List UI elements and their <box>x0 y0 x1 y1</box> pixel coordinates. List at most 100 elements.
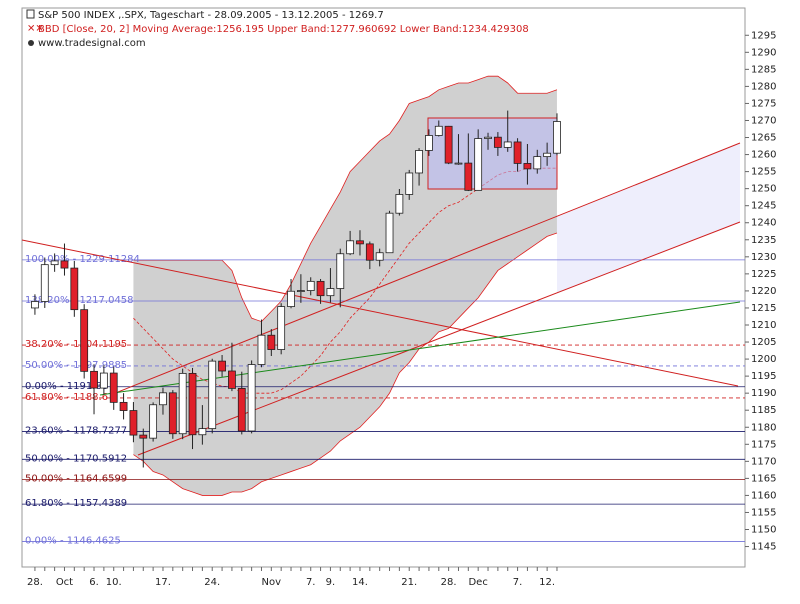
candle-body <box>405 172 414 195</box>
candle-body <box>50 260 59 266</box>
fib-label: 0.00% - 1191.88 <box>25 381 108 392</box>
candle-body <box>356 240 364 245</box>
candle-body <box>277 306 286 350</box>
x-tick-label: 10. <box>106 577 122 588</box>
x-tick-label: Oct <box>56 577 73 588</box>
y-tick-label: 1200 <box>751 354 776 365</box>
candle-body <box>336 253 345 289</box>
y-tick-label: 1290 <box>751 47 776 58</box>
y-tick-label: 1215 <box>751 303 776 314</box>
fib-label: 0.00% - 1146.4625 <box>25 536 121 547</box>
x-tick-label: 12. <box>539 577 555 588</box>
candles-layer <box>31 110 561 468</box>
candle-body <box>493 136 502 148</box>
trend-line <box>99 301 741 396</box>
y-tick-label: 1170 <box>751 456 776 467</box>
x-tick-label: 28. <box>441 577 457 588</box>
candle-body <box>513 141 522 164</box>
candle-body <box>415 150 423 174</box>
source-icon <box>28 40 34 46</box>
candle-body <box>149 404 158 439</box>
x-tick-label: 9. <box>326 577 336 588</box>
y-tick-label: 1150 <box>751 525 776 536</box>
x-tick-label: 7. <box>306 577 316 588</box>
candle-body <box>326 288 335 297</box>
candle-body <box>296 290 305 292</box>
y-tick-label: 1275 <box>751 98 776 109</box>
fib-label: 23.60% - 1178.7277 <box>25 426 127 437</box>
x-tick-label: 17. <box>155 577 171 588</box>
x-tick-label: 14. <box>352 577 368 588</box>
candle-body <box>316 280 325 297</box>
candle-body <box>454 162 463 165</box>
candle-body <box>60 260 69 269</box>
y-tick-label: 1185 <box>751 405 776 416</box>
candle-body <box>139 434 148 439</box>
candle-body <box>80 309 89 372</box>
y-tick-label: 1295 <box>751 30 776 41</box>
y-tick-label: 1220 <box>751 286 776 297</box>
x-tick-label: 21. <box>401 577 417 588</box>
x-tick-label: Dec <box>468 577 487 588</box>
fib-label: 50.00% - 1197.9885 <box>25 360 127 371</box>
y-tick-label: 1205 <box>751 337 776 348</box>
candle-body <box>375 252 384 261</box>
background-layer <box>557 143 740 293</box>
candle-body <box>503 141 512 148</box>
legend-icon <box>26 9 35 19</box>
candle-body <box>257 334 266 365</box>
candle-body <box>188 372 197 436</box>
y-tick-label: 1255 <box>751 167 776 178</box>
candle-body <box>159 392 167 406</box>
fib-label: 38.20% - 1204.1195 <box>25 339 127 350</box>
trend-line <box>21 239 739 387</box>
y-tick-label: 1165 <box>751 473 776 484</box>
chart-subtitle: BBD [Close, 20, 2] Moving Average:1256.1… <box>38 24 529 35</box>
x-tick-label: 28. <box>27 577 43 588</box>
channel-line <box>117 142 741 393</box>
fib-label: 138.20% - 1217.0458 <box>25 295 134 306</box>
candle-body <box>346 240 355 255</box>
candle-body <box>395 194 404 214</box>
lower-band <box>133 232 558 496</box>
legend-icon: ✕✕ <box>27 24 44 35</box>
candle-body <box>533 156 542 170</box>
y-tick-label: 1230 <box>751 252 776 263</box>
candle-body <box>484 136 492 139</box>
axis-layer: 1145 1150 1155 1160 1165 1170 1175 1180 1185 1190… <box>27 30 776 588</box>
fib-label: 50.00% - 1164.6599 <box>25 474 127 485</box>
candle-body <box>474 138 483 191</box>
fib-label: 50.00% - 1170.5912 <box>25 453 127 464</box>
fib-label: 61.80% - 1157.4389 <box>25 498 127 509</box>
y-tick-label: 1210 <box>751 320 776 331</box>
fib-label: 100.00% - 1229.11284 <box>25 254 140 265</box>
candle-body <box>434 125 443 136</box>
candle-body <box>425 135 433 151</box>
candle-body <box>385 212 394 254</box>
candle-body <box>198 428 207 436</box>
candle-body <box>168 392 177 435</box>
y-tick-label: 1280 <box>751 81 776 92</box>
y-tick-label: 1250 <box>751 184 776 195</box>
candle-body <box>267 334 276 350</box>
candle-body <box>287 290 295 307</box>
candle-body <box>464 162 473 191</box>
y-tick-label: 1145 <box>751 542 776 553</box>
candle-body <box>119 401 128 411</box>
candle-body <box>306 280 315 291</box>
candle-body <box>237 387 246 432</box>
candle-body <box>99 372 108 389</box>
candle-body <box>553 121 561 154</box>
y-tick-label: 1195 <box>751 371 776 382</box>
candle-body <box>365 243 374 261</box>
source: www.tradesignal.com <box>38 38 146 49</box>
x-tick-label: 24. <box>204 577 220 588</box>
y-tick-label: 1190 <box>751 388 776 399</box>
y-tick-label: 1265 <box>751 133 776 144</box>
y-tick-label: 1155 <box>751 507 776 518</box>
candle-body <box>444 125 453 164</box>
candle-body <box>523 163 532 170</box>
chart-title: S&P 500 INDEX ,.SPX, Tageschart - 28.09.… <box>38 10 384 21</box>
y-tick-label: 1180 <box>751 422 776 433</box>
